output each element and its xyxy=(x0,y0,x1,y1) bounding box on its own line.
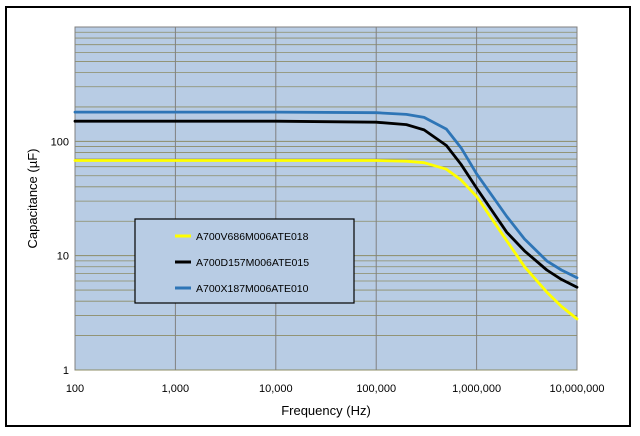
series-lines xyxy=(73,110,579,321)
x-tick-label: 100 xyxy=(66,383,84,395)
plot-area xyxy=(74,26,578,371)
x-tick-label: 100,000 xyxy=(356,383,396,395)
x-tick-label: 1,000,000 xyxy=(452,383,501,395)
legend: A700V686M006ATE018 A700D157M006ATE015 A700… xyxy=(134,218,355,304)
y-tick-label: 1 xyxy=(63,365,69,377)
y-axis-title: Capacitance (µF) xyxy=(25,149,40,249)
x-tick-label: 1,000 xyxy=(162,383,190,395)
x-tick-label: 10,000,000 xyxy=(549,383,604,395)
legend-entry: A700D157M006ATE015 xyxy=(196,257,309,269)
series-line-2 xyxy=(73,119,579,289)
legend-entry: A700V686M006ATE018 xyxy=(196,231,309,243)
series-line-1 xyxy=(73,159,579,321)
x-tick-label: 10,000 xyxy=(259,383,293,395)
legend-entry: A700X187M006ATE010 xyxy=(196,283,309,295)
x-tick-labels: 100 1,000 10,000 100,000 1,000,000 10,000,000 xyxy=(66,383,605,395)
legend-box xyxy=(134,218,355,304)
x-axis-title: Frequency (Hz) xyxy=(281,403,371,418)
y-tick-label: 10 xyxy=(57,251,69,263)
y-tick-labels: 1 10 100 xyxy=(51,136,69,377)
series-line-3 xyxy=(73,110,579,280)
y-tick-label: 100 xyxy=(51,136,69,148)
